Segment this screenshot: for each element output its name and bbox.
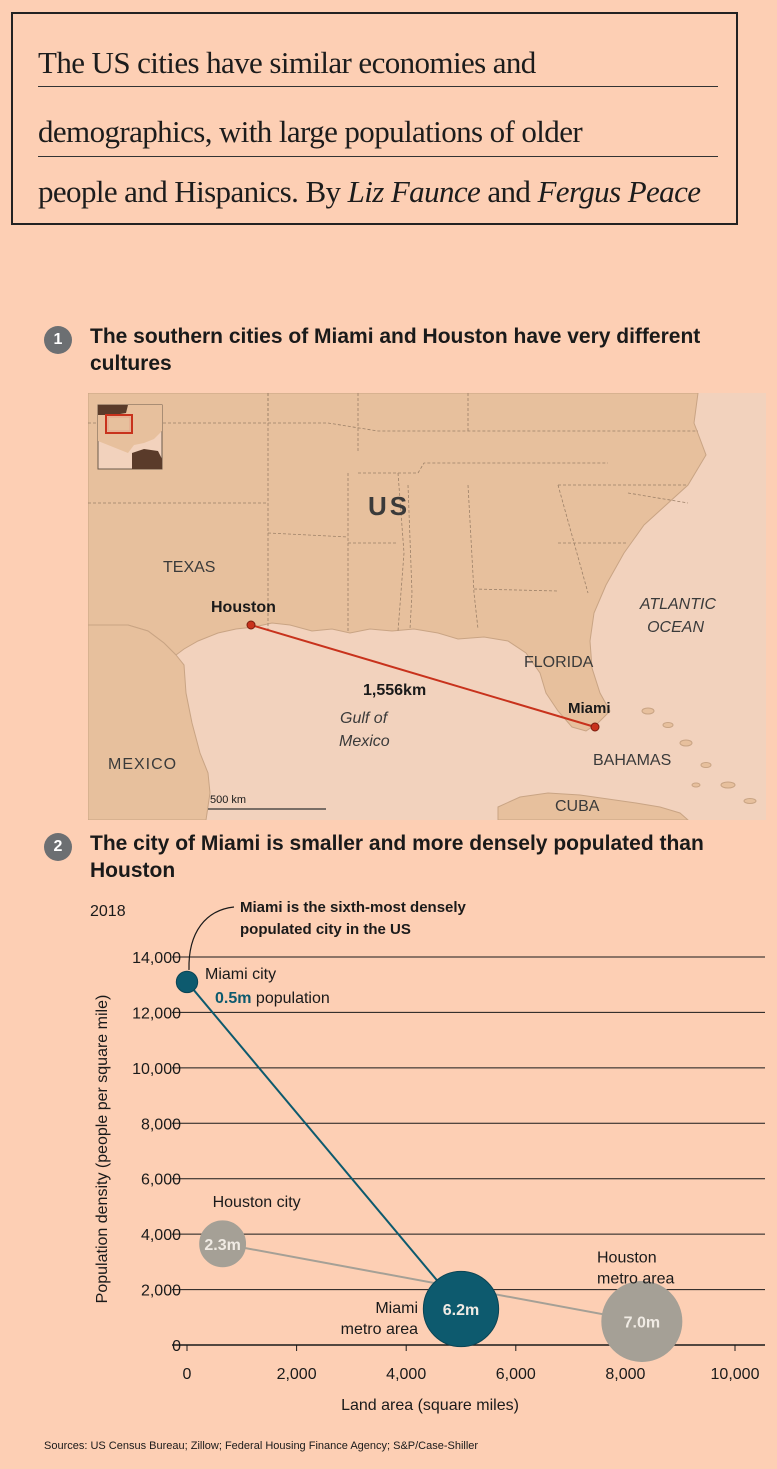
y-tick-label: 8,000 <box>141 1116 181 1133</box>
bubble-value-label: 2.3m <box>204 1237 240 1254</box>
label-cuba: CUBA <box>555 798 600 815</box>
series-line-houston <box>222 1242 643 1323</box>
label-gulf-mexico: Mexico <box>339 733 390 750</box>
y-tick-label: 12,000 <box>132 1005 181 1022</box>
label-houston: Houston <box>211 599 276 616</box>
annotation-line: populated city in the US <box>240 921 411 938</box>
author-name: Fergus Peace <box>537 174 701 209</box>
y-tick-label: 0 <box>172 1338 181 1355</box>
us-landmass <box>88 393 707 732</box>
southern-us-map: 500 km US TEXAS Houston ATLANTIC OCEAN F… <box>88 393 766 820</box>
miami-marker <box>590 722 600 732</box>
y-tick-labels: 0 2,000 4,000 6,000 8,000 10,000 12,000 14,000 <box>132 950 181 1355</box>
bubbles: 2.3m 7.0m 6.2m <box>175 970 683 1362</box>
locator-inset <box>97 404 163 470</box>
annotation-leader-line <box>188 906 235 970</box>
standfirst-line-3: people and Hispanics. By Liz Faunce and … <box>38 174 718 210</box>
point-label: Houston city <box>213 1194 301 1211</box>
section-number-badge: 2 <box>44 833 72 861</box>
chart-subtitle: 2018 <box>90 903 126 920</box>
y-tick-label: 4,000 <box>141 1227 181 1244</box>
x-tick-label: 8,000 <box>605 1366 645 1383</box>
bubble-value-label: 7.0m <box>624 1314 660 1331</box>
point-label-line: metro area <box>597 1270 674 1287</box>
bahamas-islands <box>641 707 757 804</box>
label-us: US <box>368 491 410 521</box>
standfirst-line-2: demographics, with large populations of … <box>38 114 583 149</box>
y-axis-label: Population density (people per square mi… <box>94 995 111 1304</box>
x-tick-label: 10,000 <box>711 1366 760 1383</box>
section-number-badge: 1 <box>44 326 72 354</box>
y-tick-label: 14,000 <box>132 950 181 967</box>
standfirst-byline-joiner: and <box>480 174 538 209</box>
x-axis-label: Land area (square miles) <box>341 1397 519 1414</box>
point-population-label: 0.5m population <box>215 990 330 1007</box>
point-label-line: metro area <box>341 1321 418 1338</box>
series-line-miami <box>186 981 462 1310</box>
standfirst-rule <box>38 156 718 157</box>
point-label-line: Miami <box>375 1300 418 1317</box>
cuba-landmass <box>497 792 689 820</box>
label-gulf: Gulf of <box>340 710 389 727</box>
x-tick-labels: 0 2,000 4,000 6,000 8,000 10,000 <box>183 1345 760 1383</box>
x-tick-label: 0 <box>183 1366 192 1383</box>
section-title: The city of Miami is smaller and more de… <box>90 832 704 882</box>
houston-miami-route <box>250 624 596 728</box>
label-texas: TEXAS <box>163 559 215 576</box>
population-suffix: population <box>251 990 329 1007</box>
y-tick-label: 2,000 <box>141 1283 181 1300</box>
point-label: Miami city <box>205 966 276 983</box>
x-tick-label: 6,000 <box>496 1366 536 1383</box>
label-florida: FLORIDA <box>524 654 594 671</box>
bubble-value-label: 6.2m <box>443 1302 479 1319</box>
chart-annotation: Miami is the sixth-most densely populated… <box>240 899 467 938</box>
label-atlantic: ATLANTIC <box>639 596 717 613</box>
label-distance: 1,556km <box>363 682 426 699</box>
scale-label: 500 km <box>210 794 246 806</box>
bubble-point <box>601 1280 683 1362</box>
scale-bar: 500 km <box>208 794 326 810</box>
houston-marker <box>246 620 256 630</box>
bubble-point <box>199 1220 247 1268</box>
annotation-line: Miami is the sixth-most densely <box>240 899 467 916</box>
series-lines <box>186 981 643 1323</box>
label-bahamas: BAHAMAS <box>593 752 671 769</box>
point-label-line: Houston <box>597 1249 657 1266</box>
population-value: 0.5m <box>215 990 251 1007</box>
standfirst-line-1: The US cities have similar economies and <box>38 45 536 80</box>
bubble-point <box>422 1270 500 1348</box>
author-name: Liz Faunce <box>347 174 481 209</box>
density-chart: 2018 0 2,000 4,000 6,000 8,000 10,000 12,000 14… <box>90 899 765 1414</box>
label-mexico: MEXICO <box>108 756 177 773</box>
label-miami: Miami <box>568 700 611 717</box>
source-note: Sources: US Census Bureau; Zillow; Feder… <box>44 1440 479 1452</box>
point-labels: Miami city 0.5m population Houston city Mia… <box>205 966 674 1338</box>
standfirst-box: The US cities have similar economies and… <box>11 12 738 225</box>
standfirst-byline-prefix: people and Hispanics. By <box>38 174 348 209</box>
label-ocean: OCEAN <box>647 619 704 636</box>
x-tick-label: 2,000 <box>277 1366 317 1383</box>
x-tick-label: 4,000 <box>386 1366 426 1383</box>
bubble-point <box>175 970 199 994</box>
y-tick-label: 10,000 <box>132 1061 181 1078</box>
y-tick-label: 6,000 <box>141 1172 181 1189</box>
standfirst-rule <box>38 86 718 87</box>
section-title: The southern cities of Miami and Houston… <box>90 325 701 375</box>
mexico-landmass <box>88 624 211 820</box>
